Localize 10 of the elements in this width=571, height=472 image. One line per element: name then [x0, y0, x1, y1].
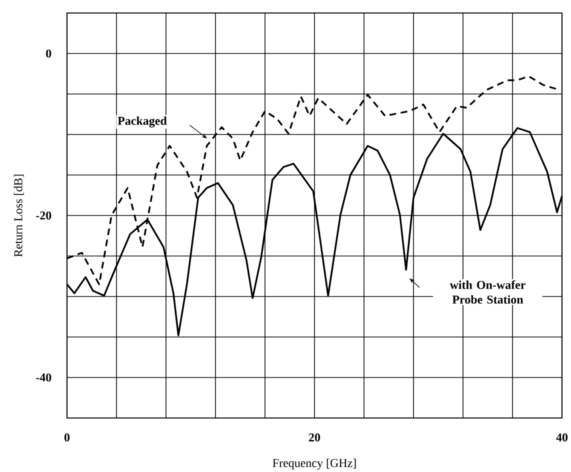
y-tick-label: -20: [36, 211, 52, 220]
x-axis-title: Frequency [GHz]: [272, 458, 356, 470]
x-tick-label: 20: [309, 433, 320, 442]
y-axis-title: Return Loss [dB]: [14, 174, 24, 257]
annotation: Packaged: [118, 116, 167, 128]
annotation: with On-wafer Probe Station: [450, 280, 526, 304]
y-tick-label: 0: [46, 49, 52, 58]
x-tick-label: 0: [64, 433, 70, 442]
x-tick-label: 40: [556, 433, 568, 442]
y-tick-label: -40: [36, 373, 52, 382]
